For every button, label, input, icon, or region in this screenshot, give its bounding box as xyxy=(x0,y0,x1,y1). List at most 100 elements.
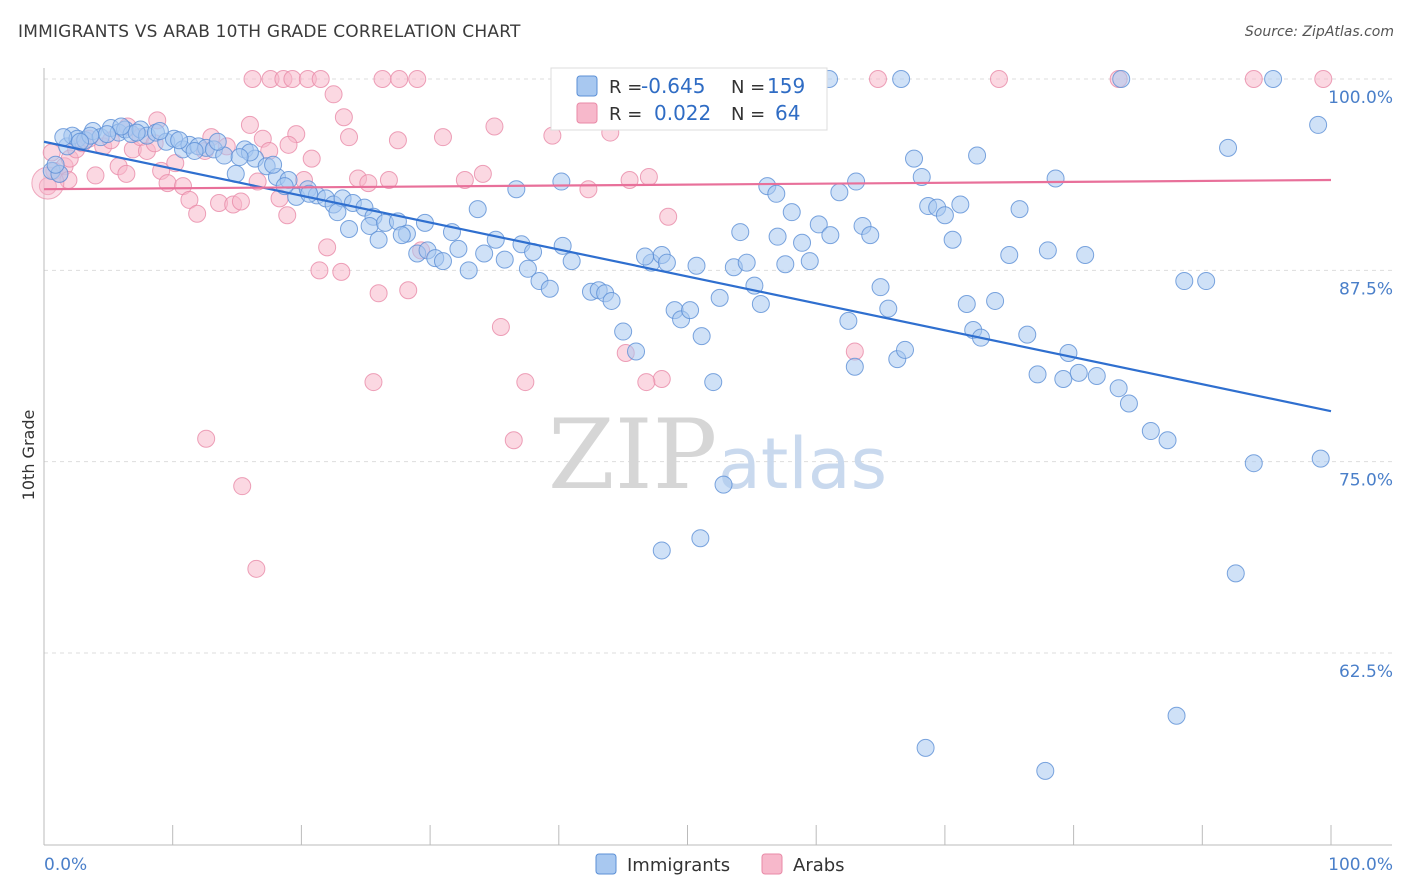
arab-point-66 xyxy=(868,70,887,88)
arab-point-60 xyxy=(197,429,216,448)
immigrant-point-75 xyxy=(731,223,750,242)
axes xyxy=(43,68,1392,846)
arab-point-76 xyxy=(311,70,330,88)
immigrant-point-154 xyxy=(127,123,146,142)
immigrant-point-62 xyxy=(602,291,621,310)
immigrant-point-110 xyxy=(1028,365,1047,384)
immigrant-point-63 xyxy=(614,322,633,341)
arab-point-63 xyxy=(364,373,383,392)
immigrant-point-119 xyxy=(1141,422,1160,441)
immigrant-point-134 xyxy=(1309,115,1328,134)
immigrant-point-88 xyxy=(839,311,858,330)
legend-r-value-immigrants: -0.645 xyxy=(641,74,705,98)
bottom-legend-swatch-arabs xyxy=(761,853,783,875)
arab-point-52 xyxy=(491,317,510,336)
legend-n-value-immigrants: 159 xyxy=(767,74,805,98)
immigrant-point-131 xyxy=(1167,706,1186,725)
immigrant-point-83 xyxy=(793,233,812,252)
immigrant-point-123 xyxy=(1226,564,1245,583)
legend-r-value-arabs: 0.022 xyxy=(654,101,711,125)
immigrant-point-49 xyxy=(459,261,478,280)
legend-box: R = -0.645 N = 159 R = 0.022 N = 64 xyxy=(550,67,828,131)
immigrant-point-43 xyxy=(369,230,388,249)
arab-point-81 xyxy=(408,70,427,88)
immigrant-point-145 xyxy=(392,226,411,245)
source-label: Source: ZipAtlas.com xyxy=(1244,24,1394,40)
immigrant-point-164 xyxy=(636,247,655,266)
bottom-legend-immigrants: Immigrants xyxy=(627,855,730,876)
arab-point-77 xyxy=(324,85,343,104)
immigrant-point-122 xyxy=(1197,272,1216,291)
arab-point-38 xyxy=(310,261,329,280)
immigrant-point-48 xyxy=(449,239,468,258)
immigrant-point-152 xyxy=(185,141,204,160)
arab-point-43 xyxy=(359,174,378,193)
immigrant-point-89 xyxy=(845,357,864,376)
arab-point-62 xyxy=(247,559,266,578)
immigrant-point-141 xyxy=(507,180,526,199)
immigrant-point-73 xyxy=(710,288,729,307)
watermark: ZIP atlas xyxy=(548,399,887,511)
arab-point-53 xyxy=(516,373,535,392)
immigrant-point-87 xyxy=(830,183,849,202)
immigrant-point-84 xyxy=(800,252,819,271)
immigrant-point-166 xyxy=(767,184,786,203)
arab-point-55 xyxy=(579,180,598,199)
immigrant-point-100 xyxy=(935,206,954,225)
immigrant-point-140 xyxy=(552,172,571,191)
bottom-legend: Immigrants Arabs xyxy=(595,853,845,876)
immigrant-point-125 xyxy=(1311,449,1330,468)
arab-point-61 xyxy=(233,477,252,496)
legend-n-label-immigrants: N = xyxy=(731,77,765,98)
y-tick-label-0: 62.5% xyxy=(1339,662,1393,682)
immigrant-point-168 xyxy=(1046,169,1065,188)
legend-swatch-arabs xyxy=(576,102,598,124)
immigrant-point-136 xyxy=(892,70,911,88)
arab-point-84 xyxy=(485,117,504,136)
immigrant-point-38 xyxy=(340,220,359,239)
immigrant-point-142 xyxy=(468,200,487,219)
arab-point-51 xyxy=(473,164,492,183)
immigrant-point-161 xyxy=(170,131,189,150)
arab-point-37 xyxy=(302,149,321,168)
immigrant-point-126 xyxy=(714,475,733,494)
immigrant-point-165 xyxy=(687,256,706,275)
y-tick-label-3: 100.0% xyxy=(1328,88,1393,108)
arab-point-74 xyxy=(283,70,302,88)
immigrant-point-151 xyxy=(208,132,227,151)
immigrant-point-78 xyxy=(751,295,770,314)
legend-swatch-immigrants xyxy=(576,75,598,97)
arab-point-79 xyxy=(373,70,392,88)
immigrant-point-158 xyxy=(54,128,73,147)
arab-point-70 xyxy=(1314,70,1333,88)
immigrant-point-118 xyxy=(1119,394,1138,413)
immigrant-point-67 xyxy=(657,253,676,272)
immigrant-point-167 xyxy=(847,172,866,191)
arab-point-47 xyxy=(399,281,418,300)
immigrant-point-81 xyxy=(776,255,795,274)
immigrant-point-96 xyxy=(905,149,924,168)
immigrant-point-101 xyxy=(943,230,962,249)
arabs-trend-line xyxy=(43,178,1332,191)
immigrant-point-71 xyxy=(692,327,711,346)
grid-lines xyxy=(44,78,1392,654)
y-axis-title: 10th Grade xyxy=(19,410,38,501)
immigrant-point-117 xyxy=(1109,379,1128,398)
immigrant-point-52 xyxy=(495,250,514,269)
watermark-zip: ZIP xyxy=(548,399,717,511)
immigrant-point-130 xyxy=(1036,761,1055,780)
immigrant-point-50 xyxy=(475,244,494,263)
arab-point-44 xyxy=(369,284,388,303)
watermark-atlas: atlas xyxy=(718,423,887,505)
immigrant-point-137 xyxy=(968,146,987,165)
legend-n-value-arabs: 64 xyxy=(775,101,800,125)
legend-r-label-immigrants: R = xyxy=(609,77,642,98)
bottom-legend-arabs: Arabs xyxy=(793,855,845,876)
arab-point-12 xyxy=(117,164,136,183)
x-tick-label-0: 0.0% xyxy=(44,855,87,875)
immigrant-point-109 xyxy=(1018,325,1037,344)
immigrant-point-103 xyxy=(957,295,976,314)
immigrant-point-70 xyxy=(681,301,700,320)
arab-point-67 xyxy=(989,70,1008,88)
